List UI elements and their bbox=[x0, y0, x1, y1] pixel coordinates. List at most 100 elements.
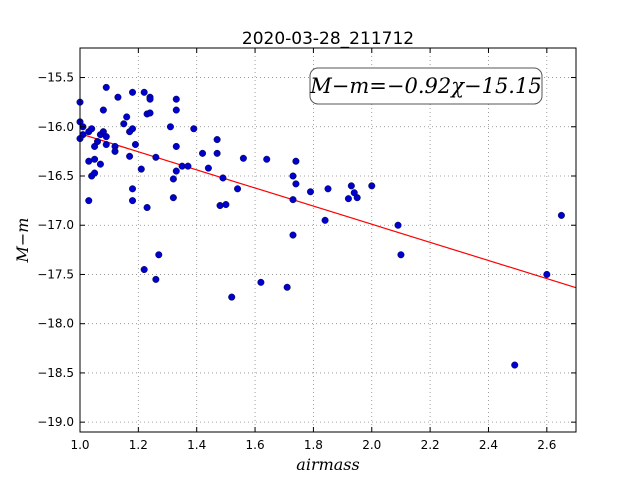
data-point bbox=[140, 88, 148, 96]
data-point bbox=[283, 283, 291, 291]
data-point bbox=[321, 216, 329, 224]
data-point bbox=[85, 197, 93, 205]
y-tick-label: −18.0 bbox=[37, 317, 74, 331]
chart-title: 2020-03-28_211712 bbox=[242, 29, 414, 49]
data-point bbox=[129, 88, 137, 96]
data-point bbox=[99, 106, 107, 114]
data-point bbox=[353, 194, 361, 202]
x-tick-label: 1.2 bbox=[129, 438, 148, 452]
data-point bbox=[511, 361, 519, 369]
data-point bbox=[146, 95, 154, 103]
data-point bbox=[228, 293, 236, 301]
axis-ticks: 1.0 1.2 1.4 1.6 1.8 2.0 2.2 2.4 2.6 −15.5 −16.0 −16… bbox=[37, 48, 576, 452]
data-point bbox=[204, 164, 212, 172]
x-tick-label: 2.0 bbox=[362, 438, 381, 452]
data-point bbox=[126, 152, 134, 160]
data-point bbox=[102, 83, 110, 91]
data-point bbox=[172, 142, 180, 150]
x-tick-label: 2.4 bbox=[479, 438, 498, 452]
data-point bbox=[292, 157, 300, 165]
y-axis-label: M−m bbox=[13, 218, 32, 264]
data-point bbox=[324, 185, 332, 193]
data-point bbox=[102, 133, 110, 141]
data-point bbox=[155, 251, 163, 259]
data-point bbox=[347, 182, 355, 190]
y-tick-label: −16.5 bbox=[37, 169, 74, 183]
data-point bbox=[219, 174, 227, 182]
data-point bbox=[234, 185, 242, 193]
y-tick-label: −15.5 bbox=[37, 71, 74, 85]
fit-line bbox=[79, 133, 577, 289]
data-point bbox=[169, 194, 177, 202]
data-point bbox=[239, 154, 247, 162]
x-tick-label: 1.6 bbox=[246, 438, 265, 452]
fit-line-group bbox=[79, 133, 577, 289]
data-point bbox=[114, 93, 122, 101]
data-point bbox=[129, 125, 137, 133]
data-point bbox=[96, 160, 104, 168]
data-point bbox=[172, 106, 180, 114]
fit-equation-annotation: M−m=−0.92χ−15.15 bbox=[309, 67, 543, 105]
data-point bbox=[394, 221, 402, 229]
data-point bbox=[152, 275, 160, 283]
data-point bbox=[129, 197, 137, 205]
data-point bbox=[140, 266, 148, 274]
data-point bbox=[88, 125, 96, 133]
data-point bbox=[94, 138, 102, 146]
data-point bbox=[166, 123, 174, 131]
y-tick-label: −16.0 bbox=[37, 120, 74, 134]
data-point bbox=[213, 149, 221, 157]
data-point bbox=[143, 204, 151, 212]
data-point bbox=[289, 231, 297, 239]
x-tick-label: 1.4 bbox=[187, 438, 206, 452]
data-point bbox=[85, 157, 93, 165]
x-tick-label: 1.8 bbox=[304, 438, 323, 452]
data-point bbox=[289, 196, 297, 204]
data-points bbox=[76, 83, 565, 369]
data-point bbox=[123, 113, 131, 121]
data-point bbox=[91, 169, 99, 177]
data-point bbox=[178, 162, 186, 170]
data-point bbox=[397, 251, 405, 259]
y-tick-label: −17.5 bbox=[37, 267, 74, 281]
data-point bbox=[199, 149, 207, 157]
grid-lines bbox=[79, 48, 576, 432]
y-tick-label: −17.0 bbox=[37, 218, 74, 232]
plot-frame bbox=[79, 47, 577, 433]
data-point bbox=[91, 155, 99, 163]
data-point bbox=[169, 175, 177, 183]
fit-equation-text: M−m=−0.92χ−15.15 bbox=[309, 74, 541, 98]
data-point bbox=[216, 202, 224, 210]
data-point bbox=[557, 211, 565, 219]
data-point bbox=[152, 153, 160, 161]
data-point bbox=[213, 136, 221, 144]
data-point bbox=[306, 188, 314, 196]
x-tick-label: 2.2 bbox=[421, 438, 440, 452]
data-point bbox=[129, 185, 137, 193]
data-point bbox=[120, 120, 128, 128]
data-point bbox=[344, 195, 352, 203]
data-point bbox=[222, 201, 230, 209]
data-point bbox=[102, 140, 110, 148]
data-point bbox=[257, 278, 265, 286]
x-tick-label: 2.6 bbox=[537, 438, 556, 452]
y-tick-label: −19.0 bbox=[37, 415, 74, 429]
data-point bbox=[172, 95, 180, 103]
x-tick-label: 1.0 bbox=[70, 438, 89, 452]
data-point bbox=[289, 172, 297, 180]
x-axis-label: airmass bbox=[296, 455, 359, 474]
data-point bbox=[146, 109, 154, 117]
data-point bbox=[292, 180, 300, 188]
data-point bbox=[184, 162, 192, 170]
data-point bbox=[131, 140, 139, 148]
data-point bbox=[172, 167, 180, 175]
data-point bbox=[111, 147, 119, 155]
data-point bbox=[368, 182, 376, 190]
data-point bbox=[263, 155, 271, 163]
annotation-box bbox=[309, 67, 543, 105]
y-tick-label: −18.5 bbox=[37, 366, 74, 380]
data-point bbox=[137, 165, 145, 173]
data-point bbox=[190, 125, 198, 133]
data-point bbox=[543, 270, 551, 278]
